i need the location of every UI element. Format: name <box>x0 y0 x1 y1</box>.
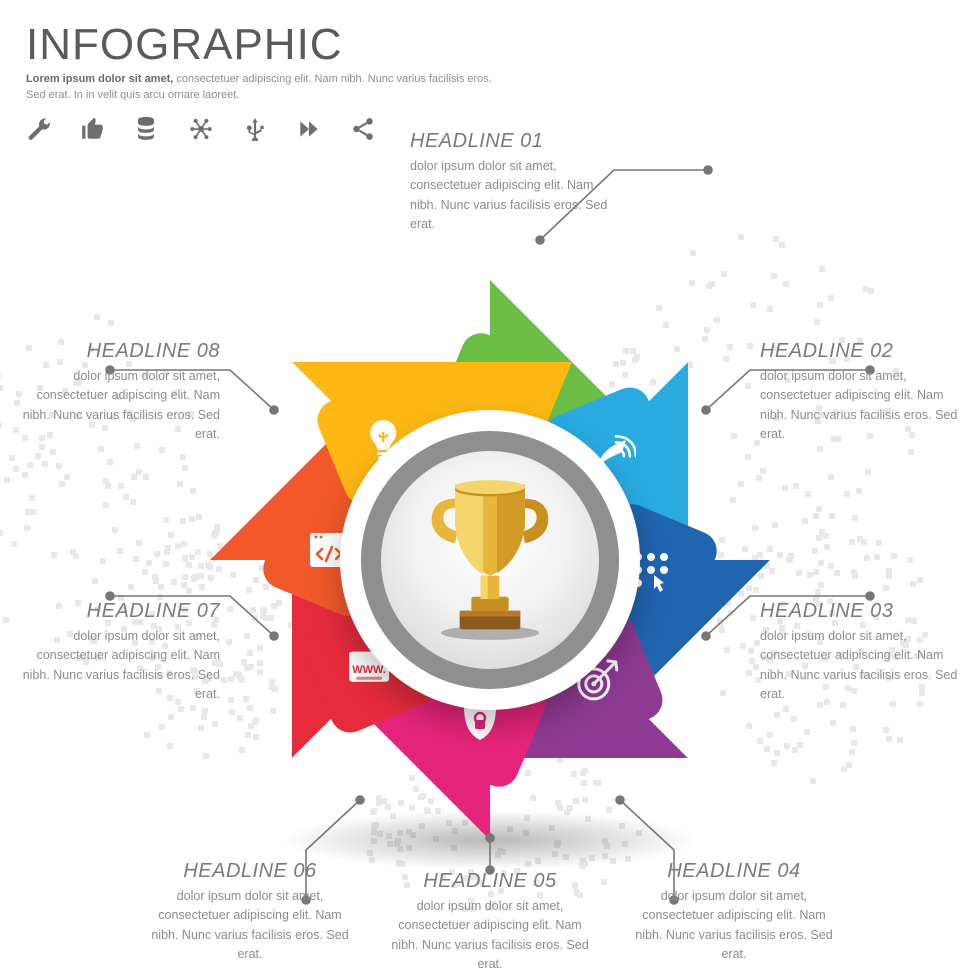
body-1: dolor ipsum dolor sit amet, consectetuer… <box>410 157 610 235</box>
headline-6: HEADLINE 06 <box>150 860 350 883</box>
headline-block-2: HEADLINE 02 dolor ipsum dolor sit amet, c… <box>760 340 960 445</box>
headline-block-1: HEADLINE 01 dolor ipsum dolor sit amet, c… <box>410 130 610 235</box>
headline-2: HEADLINE 02 <box>760 340 960 363</box>
headline-5: HEADLINE 05 <box>390 870 590 893</box>
body-8: dolor ipsum dolor sit amet, consectetuer… <box>20 367 220 445</box>
headline-3: HEADLINE 03 <box>760 600 960 623</box>
headline-block-4: HEADLINE 04 dolor ipsum dolor sit amet, c… <box>634 860 834 965</box>
body-7: dolor ipsum dolor sit amet, consectetuer… <box>20 627 220 705</box>
headline-8: HEADLINE 08 <box>20 340 220 363</box>
body-4: dolor ipsum dolor sit amet, consectetuer… <box>634 887 834 965</box>
headline-block-3: HEADLINE 03 dolor ipsum dolor sit amet, c… <box>760 600 960 705</box>
body-3: dolor ipsum dolor sit amet, consectetuer… <box>760 627 960 705</box>
headline-7: HEADLINE 07 <box>20 600 220 623</box>
body-5: dolor ipsum dolor sit amet, consectetuer… <box>390 897 590 975</box>
body-6: dolor ipsum dolor sit amet, consectetuer… <box>150 887 350 965</box>
headline-4: HEADLINE 04 <box>634 860 834 883</box>
headline-block-6: HEADLINE 06 dolor ipsum dolor sit amet, c… <box>150 860 350 965</box>
headline-1: HEADLINE 01 <box>410 130 610 153</box>
headline-block-7: HEADLINE 07 dolor ipsum dolor sit amet, c… <box>20 600 220 705</box>
body-2: dolor ipsum dolor sit amet, consectetuer… <box>760 367 960 445</box>
headline-block-5: HEADLINE 05 dolor ipsum dolor sit amet, c… <box>390 870 590 975</box>
headline-block-8: HEADLINE 08 dolor ipsum dolor sit amet, c… <box>20 340 220 445</box>
